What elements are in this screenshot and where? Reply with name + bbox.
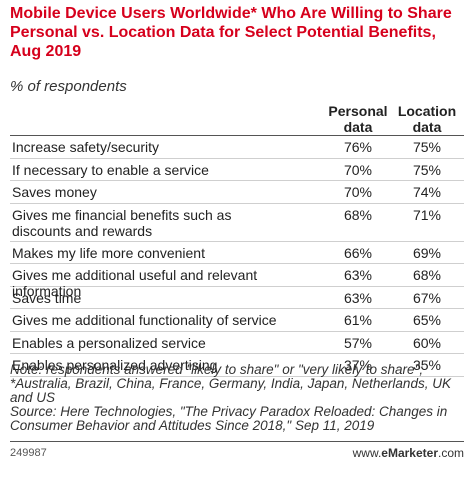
header-rule (10, 135, 464, 136)
note-text: Note: respondents answered "likely to sh… (10, 362, 451, 405)
table-row: Saves time 63% 67% (10, 287, 464, 309)
source-text: Source: Here Technologies, "The Privacy … (10, 404, 448, 433)
location-data-value: 60% (412, 334, 442, 351)
location-data-value: 35% (412, 357, 442, 373)
brand-suffix: .com (437, 446, 464, 460)
personal-data-value: 63% (343, 289, 373, 306)
table-row: If necessary to enable a service 70% 75% (10, 159, 464, 181)
brand-logo: www.eMarketer.com (353, 446, 464, 460)
table-row: Enables personalized advertising 37% 35% (10, 354, 464, 377)
personal-data-value: 70% (343, 184, 373, 200)
location-data-value: 69% (412, 244, 442, 261)
table-row: Increase safety/security 76% 75% (10, 136, 464, 159)
location-data-value: 74% (412, 184, 442, 200)
location-data-value: 75% (412, 139, 442, 155)
personal-data-value: 63% (343, 267, 373, 283)
table-row: Enables a personalized service 57% 60% (10, 332, 464, 354)
row-label: Enables a personalized service (12, 334, 206, 351)
personal-data-value: 70% (343, 161, 373, 178)
table-row: Gives me financial benefits such as disc… (10, 204, 464, 242)
personal-data-value: 66% (343, 244, 373, 261)
personal-data-value: 57% (343, 334, 373, 351)
chart-id: 249987 (10, 447, 47, 459)
row-label: Gives me financial benefits such as disc… (12, 206, 232, 239)
column-header-location: Location data (397, 103, 457, 135)
row-label: Enables personalized advertising (12, 357, 218, 373)
row-label: Makes my life more convenient (12, 244, 205, 261)
location-data-value: 71% (412, 206, 442, 223)
row-label: Saves time (12, 289, 82, 306)
brand-name: eMarketer (381, 446, 438, 460)
location-data-value: 68% (412, 267, 442, 283)
row-label: Gives me additional useful and relevant … (12, 267, 258, 299)
column-header-personal: Personal data (328, 103, 388, 135)
notes: Note: respondents answered "likely to sh… (10, 363, 465, 433)
location-data-value: 75% (412, 161, 442, 178)
chart-title: Mobile Device Users Worldwide* Who Are W… (10, 5, 452, 60)
table-body: Increase safety/security 76% 75% If necessa… (10, 136, 464, 377)
row-label: Saves money (12, 184, 97, 200)
location-data-value: 65% (412, 312, 442, 328)
location-data-value: 67% (412, 289, 442, 306)
table-row: Gives me additional functionality of ser… (10, 309, 464, 332)
personal-data-value: 68% (343, 206, 373, 223)
chart-subtitle: % of respondents (10, 78, 127, 95)
table-row: Saves money 70% 74% (10, 181, 464, 204)
footer-rule (10, 441, 464, 442)
personal-data-value: 61% (343, 312, 373, 328)
table-row: Gives me additional useful and relevant … (10, 264, 464, 299)
row-label: If necessary to enable a service (12, 161, 209, 178)
table-row: Makes my life more convenient 66% 69% (10, 242, 464, 264)
personal-data-value: 76% (343, 139, 373, 155)
row-label: Gives me additional functionality of ser… (12, 312, 277, 328)
row-label: Increase safety/security (12, 139, 160, 155)
personal-data-value: 37% (343, 357, 373, 373)
brand-prefix: www. (352, 446, 382, 460)
